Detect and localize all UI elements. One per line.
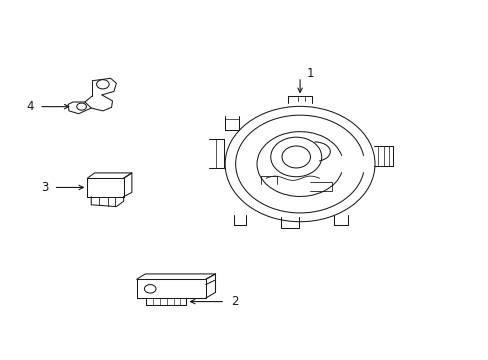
Text: 3: 3: [41, 181, 48, 194]
Text: 1: 1: [306, 67, 314, 80]
Text: 4: 4: [26, 100, 34, 113]
Text: 2: 2: [231, 295, 239, 308]
